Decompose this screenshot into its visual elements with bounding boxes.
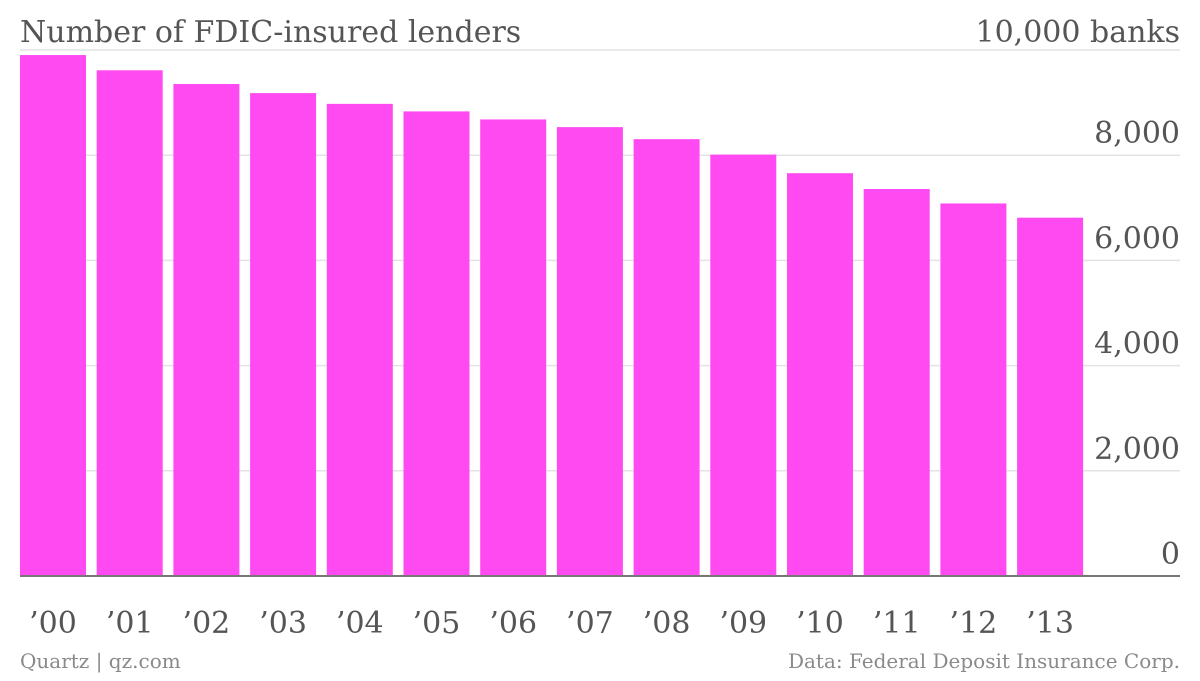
x-tick-label: ’06	[489, 606, 537, 641]
bar	[326, 103, 393, 576]
bar	[863, 189, 930, 577]
bar	[96, 70, 163, 577]
x-tick-label: ’13	[1026, 606, 1074, 641]
bar	[556, 127, 623, 576]
x-tick-label: ’12	[950, 606, 998, 641]
bar	[710, 154, 777, 577]
y-tick-label: 6,000	[1094, 221, 1180, 256]
y-tick-label: 2,000	[1094, 432, 1180, 467]
x-tick-label: ’03	[259, 606, 307, 641]
x-tick-label: ’05	[413, 606, 461, 641]
bar	[20, 55, 86, 576]
y-tick-label: 10,000 banks	[976, 15, 1181, 50]
x-tick-label: ’01	[106, 606, 154, 641]
bar	[940, 203, 1007, 576]
bar	[403, 111, 470, 576]
bar	[787, 173, 853, 576]
x-tick-label: ’04	[336, 606, 384, 641]
source-text: Data: Federal Deposit Insurance Corp.	[788, 649, 1180, 673]
x-tick-label: ’09	[719, 606, 767, 641]
x-tick-label: ’07	[566, 606, 614, 641]
x-tick-label: ’10	[796, 606, 844, 641]
credit-text: Quartz | qz.com	[20, 649, 181, 674]
axes: 0 2,000 4,000 6,000 8,000 10,000 banks ’00 ’01 ’…	[20, 15, 1180, 641]
x-tick-label: ’08	[643, 606, 691, 641]
bars	[20, 55, 1084, 577]
x-tick-label: ’02	[183, 606, 231, 641]
bar	[1017, 217, 1084, 577]
y-tick-label: 8,000	[1094, 116, 1180, 151]
x-tick-label: ’00	[29, 606, 77, 641]
chart-title: Number of FDIC-insured lenders	[20, 15, 521, 50]
bar	[480, 119, 547, 576]
bar	[633, 139, 700, 577]
y-tick-label: 0	[1161, 537, 1180, 572]
x-tick-label: ’11	[873, 606, 921, 641]
bar	[250, 93, 317, 576]
y-tick-label: 4,000	[1094, 327, 1180, 362]
bar	[173, 83, 240, 576]
